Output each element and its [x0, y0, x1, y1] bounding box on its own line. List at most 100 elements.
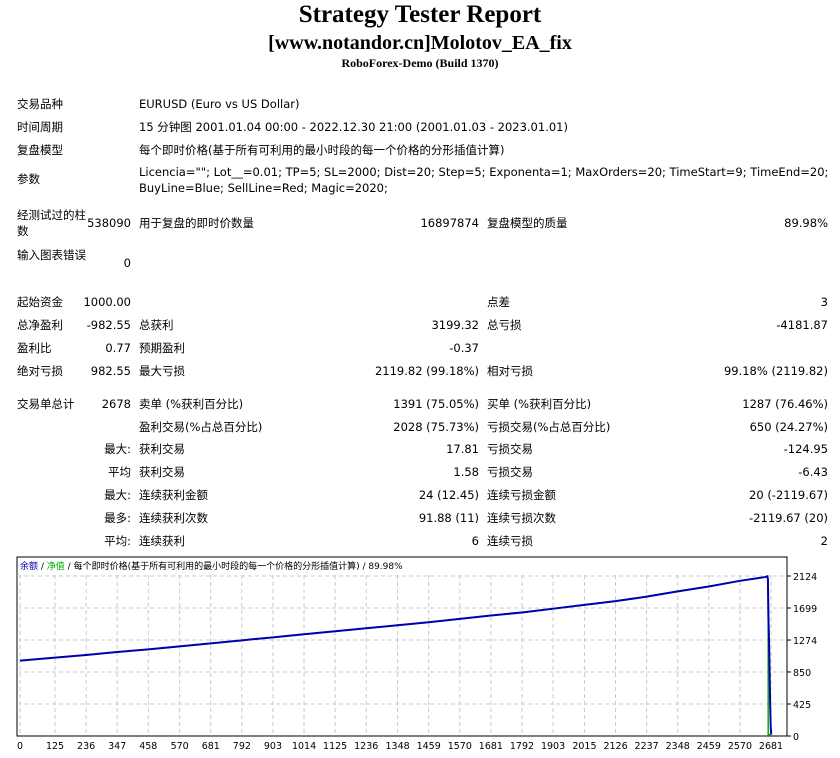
stats-row: 平均: 连续获利 6 连续亏损 2	[0, 533, 840, 555]
stat-label: 获利交易	[139, 442, 185, 456]
stat-label: 买单 (%获利百分比)	[487, 397, 592, 411]
stat-value: 982.55	[90, 364, 131, 378]
x-tick-label: 0	[17, 741, 23, 752]
stat-value: 2119.82 (99.18%)	[374, 364, 479, 378]
stat-value: -982.55	[86, 318, 131, 332]
stat-label: 连续亏损次数	[487, 511, 556, 525]
x-tick-label: 2570	[728, 741, 752, 752]
stat-label: 盈利比	[17, 341, 52, 355]
stat-label: 预期盈利	[139, 341, 185, 355]
stat-label: 亏损交易(%占总百分比)	[487, 420, 611, 434]
x-tick-label: 1681	[479, 741, 503, 752]
x-tick-label: 1903	[541, 741, 565, 752]
stats-row: 最大: 连续获利金额 24 (12.45) 连续亏损金额 20 (-2119.67)	[0, 487, 840, 509]
stat-label: 连续获利金额	[139, 488, 208, 502]
stat-label: 复盘模型的质量	[487, 216, 568, 230]
x-tick-label: 347	[108, 741, 126, 752]
x-tick-label: 681	[202, 741, 220, 752]
x-tick-label: 792	[233, 741, 251, 752]
legend-sep3: /	[360, 562, 369, 572]
stat-label: 亏损交易	[487, 442, 533, 456]
x-tick-label: 570	[171, 741, 189, 752]
info-label: 时间周期	[17, 120, 63, 134]
stat-label: 连续获利	[139, 534, 185, 548]
stat-value: 91.88 (11)	[418, 511, 479, 525]
stats-row: 绝对亏损 982.55 最大亏损 2119.82 (99.18%) 相对亏损 99.18%…	[0, 363, 840, 385]
info-value-2: BuyLine=Blue; SellLine=Red; Magic=2020;	[139, 181, 388, 195]
info-value: 15 分钟图 2001.01.04 00:00 - 2022.12.30 21:…	[139, 120, 568, 134]
stat-label: 最大亏损	[139, 364, 185, 378]
stat-value: 20 (-2119.67)	[749, 488, 828, 502]
x-tick-label: 2459	[697, 741, 721, 752]
stat-value: 平均:	[104, 534, 131, 548]
chart-legend: 余额 / 净值 / 每个即时价格(基于所有可利用的最小时段的每一个价格的分形插值…	[20, 560, 403, 572]
stat-value: 3	[820, 295, 828, 309]
stat-value: 650 (24.27%)	[749, 420, 828, 434]
stat-value: 1000.00	[83, 295, 131, 309]
stats-row: 盈利交易(%占总百分比) 2028 (75.73%) 亏损交易(%占总百分比) 650…	[0, 419, 840, 441]
legend-sep1: /	[38, 562, 47, 572]
info-row-params: 参数 Licencia=""; Lot__=0.01; TP=5; SL=200…	[0, 165, 840, 195]
stats-row: 经测试过的柱数 538090 用于复盘的即时价数量 16897874 复盘模型的质量 89…	[0, 207, 840, 238]
x-tick-label: 1236	[354, 741, 378, 752]
x-tick-label: 2237	[635, 741, 659, 752]
stat-value: 2678	[101, 397, 131, 411]
info-value: 每个即时价格(基于所有可利用的最小时段的每一个价格的分形插值计算)	[139, 143, 505, 157]
info-label: 交易品种	[17, 97, 63, 111]
stat-label: 点差	[487, 295, 510, 309]
stat-label: 亏损交易	[487, 465, 533, 479]
stats-row: 盈利比 0.77 预期盈利 -0.37	[0, 340, 840, 362]
y-tick-label: 2124	[793, 572, 817, 583]
y-tick-label: 1274	[793, 636, 817, 647]
y-tick-label: 850	[793, 668, 811, 679]
legend-quality: 89.98%	[368, 562, 403, 572]
stats-row: 最多: 连续获利次数 91.88 (11) 连续亏损次数 -2119.67 (20)	[0, 510, 840, 532]
stats-row: 总净盈利 -982.55 总获利 3199.32 总亏损 -4181.87	[0, 317, 840, 339]
stat-label: 盈利交易(%占总百分比)	[139, 420, 263, 434]
stat-value: 最大:	[104, 442, 131, 456]
stat-value: -124.95	[783, 442, 828, 456]
balance-line	[19, 574, 773, 735]
stat-label: 经测试过的柱数	[17, 208, 86, 238]
ea-name: [www.notandor.cn]Molotov_EA_fix	[268, 32, 572, 54]
stat-label: 相对亏损	[487, 364, 533, 378]
stats-row: 最大: 获利交易 17.81 亏损交易 -124.95	[0, 441, 840, 463]
stat-value: -0.37	[449, 341, 479, 355]
stat-value: -2119.67 (20)	[749, 511, 828, 525]
x-tick-label: 1792	[510, 741, 534, 752]
stat-value: 1.58	[453, 465, 479, 479]
legend-balance: 余额	[20, 560, 38, 572]
stat-value: 6	[471, 534, 479, 548]
info-row-model: 复盘模型 每个即时价格(基于所有可利用的最小时段的每一个价格的分形插值计算)	[0, 142, 840, 164]
x-tick-label: 1014	[292, 741, 316, 752]
stat-label: 输入图表错误	[17, 248, 86, 262]
plot-area	[16, 556, 788, 737]
stats-row: 输入图表错误 0	[0, 247, 840, 270]
x-tick-label: 1348	[386, 741, 410, 752]
stat-label: 总净盈利	[17, 318, 63, 332]
info-label: 参数	[17, 172, 40, 186]
stats-row: 起始资金 1000.00 点差 3	[0, 294, 840, 316]
x-tick-label: 2126	[603, 741, 627, 752]
stat-label: 卖单 (%获利百分比)	[139, 397, 244, 411]
x-tick-label: 236	[77, 741, 95, 752]
stat-value: 1287 (76.46%)	[742, 397, 828, 411]
stat-value: 0	[123, 256, 131, 270]
info-row-symbol: 交易品种 EURUSD (Euro vs US Dollar)	[0, 96, 840, 118]
legend-sep2: /	[65, 562, 74, 572]
y-tick-label: 0	[793, 732, 799, 743]
stat-value: 最多:	[104, 511, 131, 525]
y-tick-label: 1699	[793, 604, 817, 615]
x-tick-label: 1459	[417, 741, 441, 752]
stat-value: 平均	[108, 465, 131, 479]
stat-value: 24 (12.45)	[418, 488, 479, 502]
stat-value: 最大:	[104, 488, 131, 502]
x-tick-label: 125	[46, 741, 64, 752]
stat-value: 89.98%	[784, 216, 828, 230]
stat-label: 交易单总计	[17, 397, 75, 411]
stat-label: 用于复盘的即时价数量	[139, 216, 254, 230]
legend-equity: 净值	[47, 560, 65, 572]
x-tick-label: 1125	[323, 741, 347, 752]
stat-value: 16897874	[420, 216, 479, 230]
stat-value: 538090	[87, 216, 131, 230]
